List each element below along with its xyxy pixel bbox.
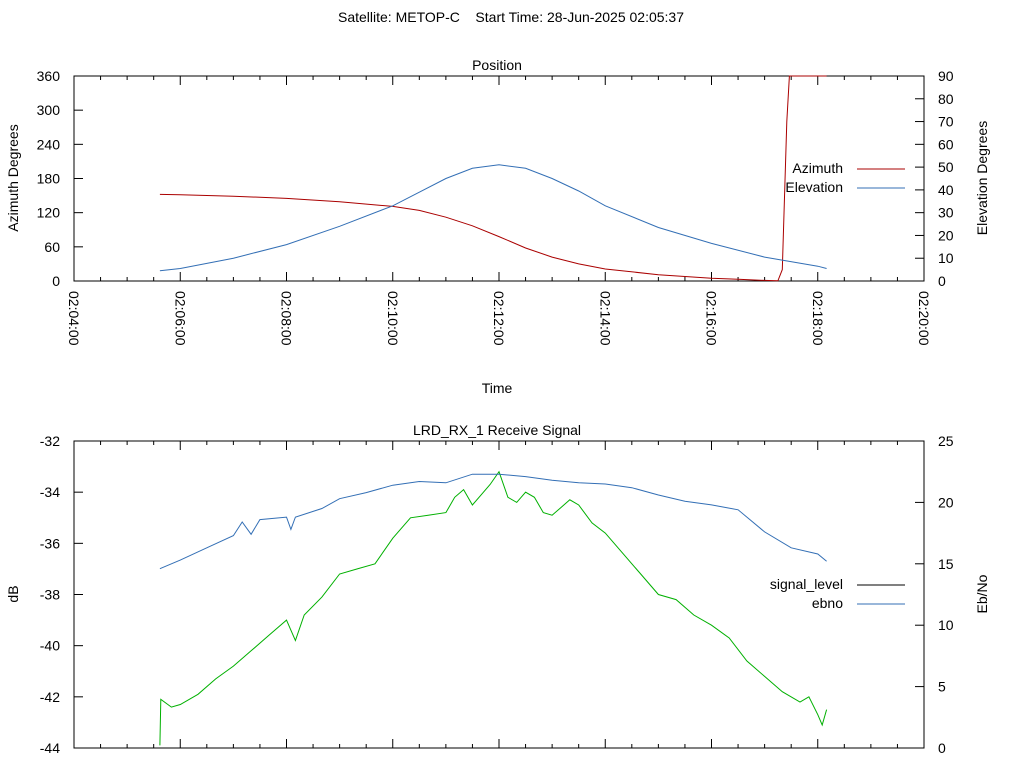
y-tick-label: 60 [44, 239, 60, 255]
y-tick-label: 180 [37, 171, 61, 187]
position-chart: Position 02:04:00 02:06:00 02:08:00 02:10:0… [5, 57, 990, 396]
y2-tick-label: 30 [938, 205, 954, 221]
x-tick-label: 02:04:00 [66, 291, 82, 346]
series-line-ebno [159, 473, 827, 570]
y-tick-label: 120 [37, 205, 61, 221]
x-tick-label: 02:20:00 [916, 291, 932, 346]
y2-tick-label: 0 [938, 273, 946, 289]
signal-ticks: -44 -42 -40 -38 -36 -34 -32 0 5 10 15 20 25 [40, 433, 954, 756]
signal-chart-title: LRD_RX_1 Receive Signal [413, 422, 581, 438]
y2-tick-label: 70 [938, 114, 954, 130]
y2-tick-label: 60 [938, 136, 954, 152]
y-tick-label: -44 [40, 740, 60, 756]
series-line-azimuth [159, 75, 827, 282]
y2-tick-label: 25 [938, 433, 954, 449]
position-x-axis-label: Time [482, 380, 513, 396]
legend-signal-level-label: signal_level [770, 576, 843, 592]
y2-tick-label: 90 [938, 68, 954, 84]
position-y-axis-label: Azimuth Degrees [5, 124, 21, 231]
signal-series [159, 470, 828, 746]
legend-azimuth-label: Azimuth [792, 160, 843, 176]
y-tick-label: -40 [40, 638, 60, 654]
y-tick-label: -34 [40, 484, 60, 500]
y-tick-label: 0 [52, 273, 60, 289]
signal-chart: LRD_RX_1 Receive Signal -44-42-40-38-36-… [5, 422, 990, 756]
series-line-signal-level [159, 470, 828, 746]
x-tick-label: 02:14:00 [597, 291, 613, 346]
y-tick-label: -42 [40, 689, 60, 705]
figure-title: Satellite: METOP-C Start Time: 28-Jun-20… [338, 9, 684, 25]
y2-tick-label: 5 [938, 679, 946, 695]
y-tick-label: -32 [40, 433, 60, 449]
y2-tick-label: 20 [938, 227, 954, 243]
y-tick-label: 360 [37, 68, 61, 84]
position-series [159, 75, 827, 282]
x-tick-label: 02:16:00 [704, 291, 720, 346]
legend-elevation-label: Elevation [785, 179, 843, 195]
y2-tick-label: 80 [938, 91, 954, 107]
y-tick-label: -38 [40, 587, 60, 603]
position-y2-axis-label: Elevation Degrees [974, 121, 990, 235]
signal-plot-frame [73, 440, 925, 749]
y2-tick-label: 0 [938, 740, 946, 756]
x-tick-label: 02:08:00 [279, 291, 295, 346]
signal-y2-axis-label: Eb/No [974, 574, 990, 613]
y2-tick-label: 10 [938, 250, 954, 266]
x-tick-label: 02:10:00 [385, 291, 401, 346]
y-tick-label: -36 [40, 535, 60, 551]
y2-tick-label: 10 [938, 617, 954, 633]
x-tick-label: 02:12:00 [491, 291, 507, 346]
position-legend: Azimuth Elevation [785, 160, 905, 195]
position-chart-title: Position [472, 57, 522, 73]
y2-tick-label: 20 [938, 494, 954, 510]
signal-y-axis-label: dB [5, 585, 21, 602]
y2-tick-label: 15 [938, 556, 954, 572]
position-ticks: 02:04:00 02:06:00 02:08:00 02:10:00 02:12:00… [37, 68, 954, 346]
signal-legend: signal_level ebno [770, 576, 905, 611]
series-line-elevation [159, 164, 827, 272]
y-tick-label: 240 [37, 136, 61, 152]
x-tick-label: 02:06:00 [172, 291, 188, 346]
y2-tick-label: 50 [938, 159, 954, 175]
x-tick-label: 02:18:00 [810, 291, 826, 346]
legend-ebno-label: ebno [812, 595, 843, 611]
y2-tick-label: 40 [938, 182, 954, 198]
y-tick-label: 300 [37, 102, 61, 118]
